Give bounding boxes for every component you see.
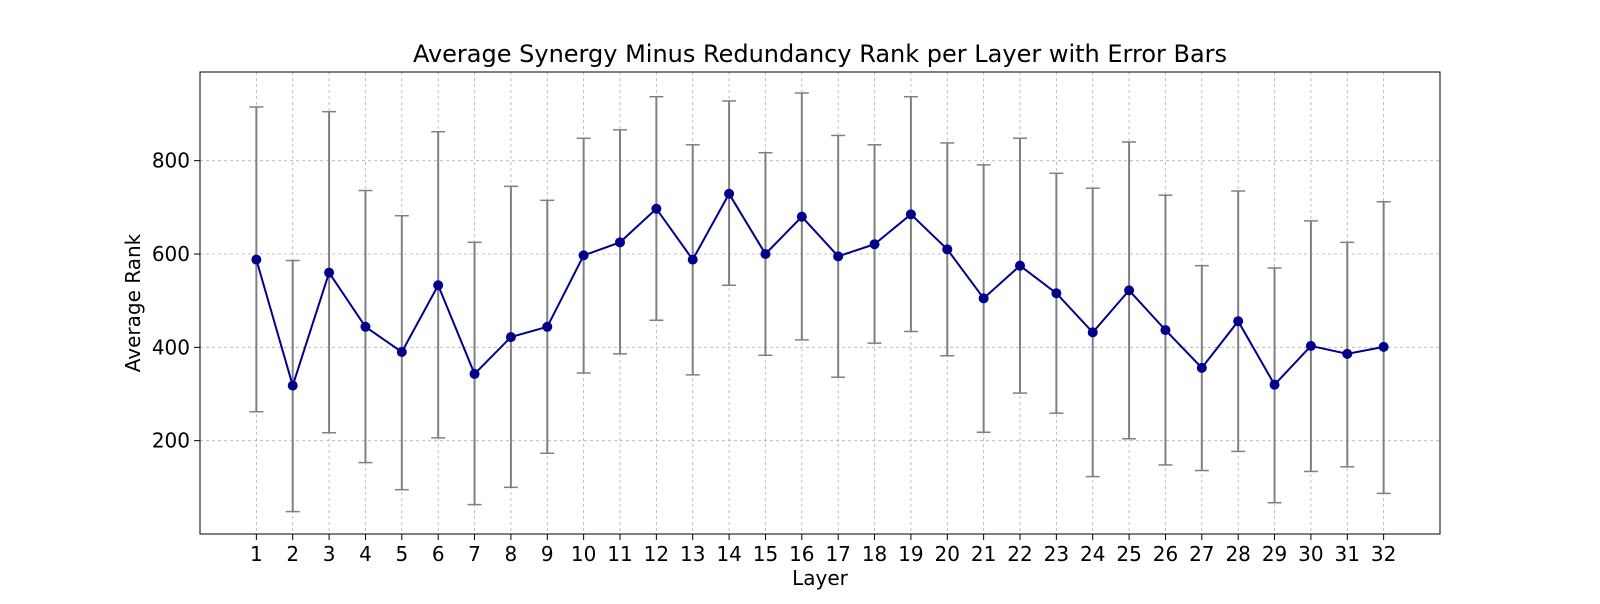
data-point [687, 254, 698, 265]
x-axis: 1 2 3 4 5 6 7 8 9 10 11 12 13 14 15 16 17 18 19 20 21 22 23 24 2… [250, 534, 1396, 566]
data-point [1160, 325, 1171, 336]
data-point [651, 203, 662, 214]
x-tick-label: 21 [971, 542, 996, 566]
data-series [255, 191, 1384, 390]
x-tick-label: 6 [432, 542, 445, 566]
data-point [1051, 288, 1062, 299]
x-tick-label: 23 [1044, 542, 1069, 566]
data-point [578, 250, 589, 261]
x-tick-label: 22 [1007, 542, 1032, 566]
data-point [324, 267, 335, 278]
x-tick-label: 18 [862, 542, 887, 566]
x-tick-label: 32 [1371, 542, 1396, 566]
x-tick-label: 20 [935, 542, 960, 566]
x-tick-label: 11 [607, 542, 632, 566]
x-tick-label: 17 [825, 542, 850, 566]
y-tick-label: 800 [152, 149, 190, 173]
x-tick-label: 8 [505, 542, 518, 566]
x-tick-label: 24 [1080, 542, 1105, 566]
data-point [396, 347, 407, 357]
x-tick-label: 7 [468, 542, 481, 566]
x-tick-label: 19 [898, 542, 923, 566]
data-point [1305, 340, 1316, 351]
data-point [942, 244, 953, 255]
x-axis-title: Layer [792, 566, 849, 590]
x-tick-label: 25 [1116, 542, 1141, 566]
y-axis-title: Average Rank [121, 233, 145, 372]
plot-frame [199, 71, 1441, 535]
x-tick-label: 14 [716, 542, 741, 566]
data-point [287, 380, 298, 391]
x-tick-label: 27 [1189, 542, 1214, 566]
x-tick-label: 26 [1153, 542, 1178, 566]
x-tick-label: 4 [359, 542, 372, 566]
data-point [1196, 362, 1207, 373]
series-line [255, 191, 1384, 390]
x-tick-label: 1 [250, 542, 263, 566]
grid-lines [200, 72, 1440, 534]
x-tick-label: 28 [1225, 542, 1250, 566]
x-tick-label: 16 [789, 542, 814, 566]
data-point [1124, 285, 1135, 296]
x-tick-label: 9 [541, 542, 554, 566]
data-point [978, 293, 989, 304]
x-tick-label: 31 [1335, 542, 1360, 566]
x-tick-label: 13 [680, 542, 705, 566]
data-point [360, 321, 371, 332]
data-point [869, 239, 880, 250]
data-point [833, 251, 844, 262]
x-tick-label: 29 [1262, 542, 1287, 566]
data-point [905, 209, 916, 220]
x-tick-label: 10 [571, 542, 596, 566]
data-point [724, 188, 735, 199]
data-point [469, 368, 480, 379]
data-point [1015, 260, 1025, 271]
y-tick-label: 200 [152, 429, 190, 453]
x-tick-label: 2 [286, 542, 299, 566]
data-point [1233, 316, 1244, 327]
data-point [796, 211, 807, 222]
data-point [1378, 341, 1389, 352]
data-point [251, 254, 262, 265]
error-bars [249, 92, 1391, 513]
data-point [505, 332, 516, 343]
data-points [251, 188, 1389, 391]
x-tick-label: 3 [323, 542, 336, 566]
x-tick-label: 30 [1298, 542, 1323, 566]
y-axis: 200 400 600 800 [152, 149, 200, 453]
data-point [1087, 327, 1098, 338]
data-point [433, 280, 444, 291]
data-point [760, 249, 771, 259]
data-point [1269, 379, 1280, 390]
y-tick-label: 400 [152, 335, 190, 359]
y-tick-label: 600 [152, 242, 190, 266]
data-point [1342, 348, 1353, 359]
data-point [615, 237, 625, 248]
x-tick-label: 5 [395, 542, 408, 566]
x-tick-label: 12 [644, 542, 669, 566]
x-tick-label: 15 [753, 542, 778, 566]
chart-title: Average Synergy Minus Redundancy Rank pe… [413, 40, 1227, 68]
data-point [542, 321, 553, 332]
